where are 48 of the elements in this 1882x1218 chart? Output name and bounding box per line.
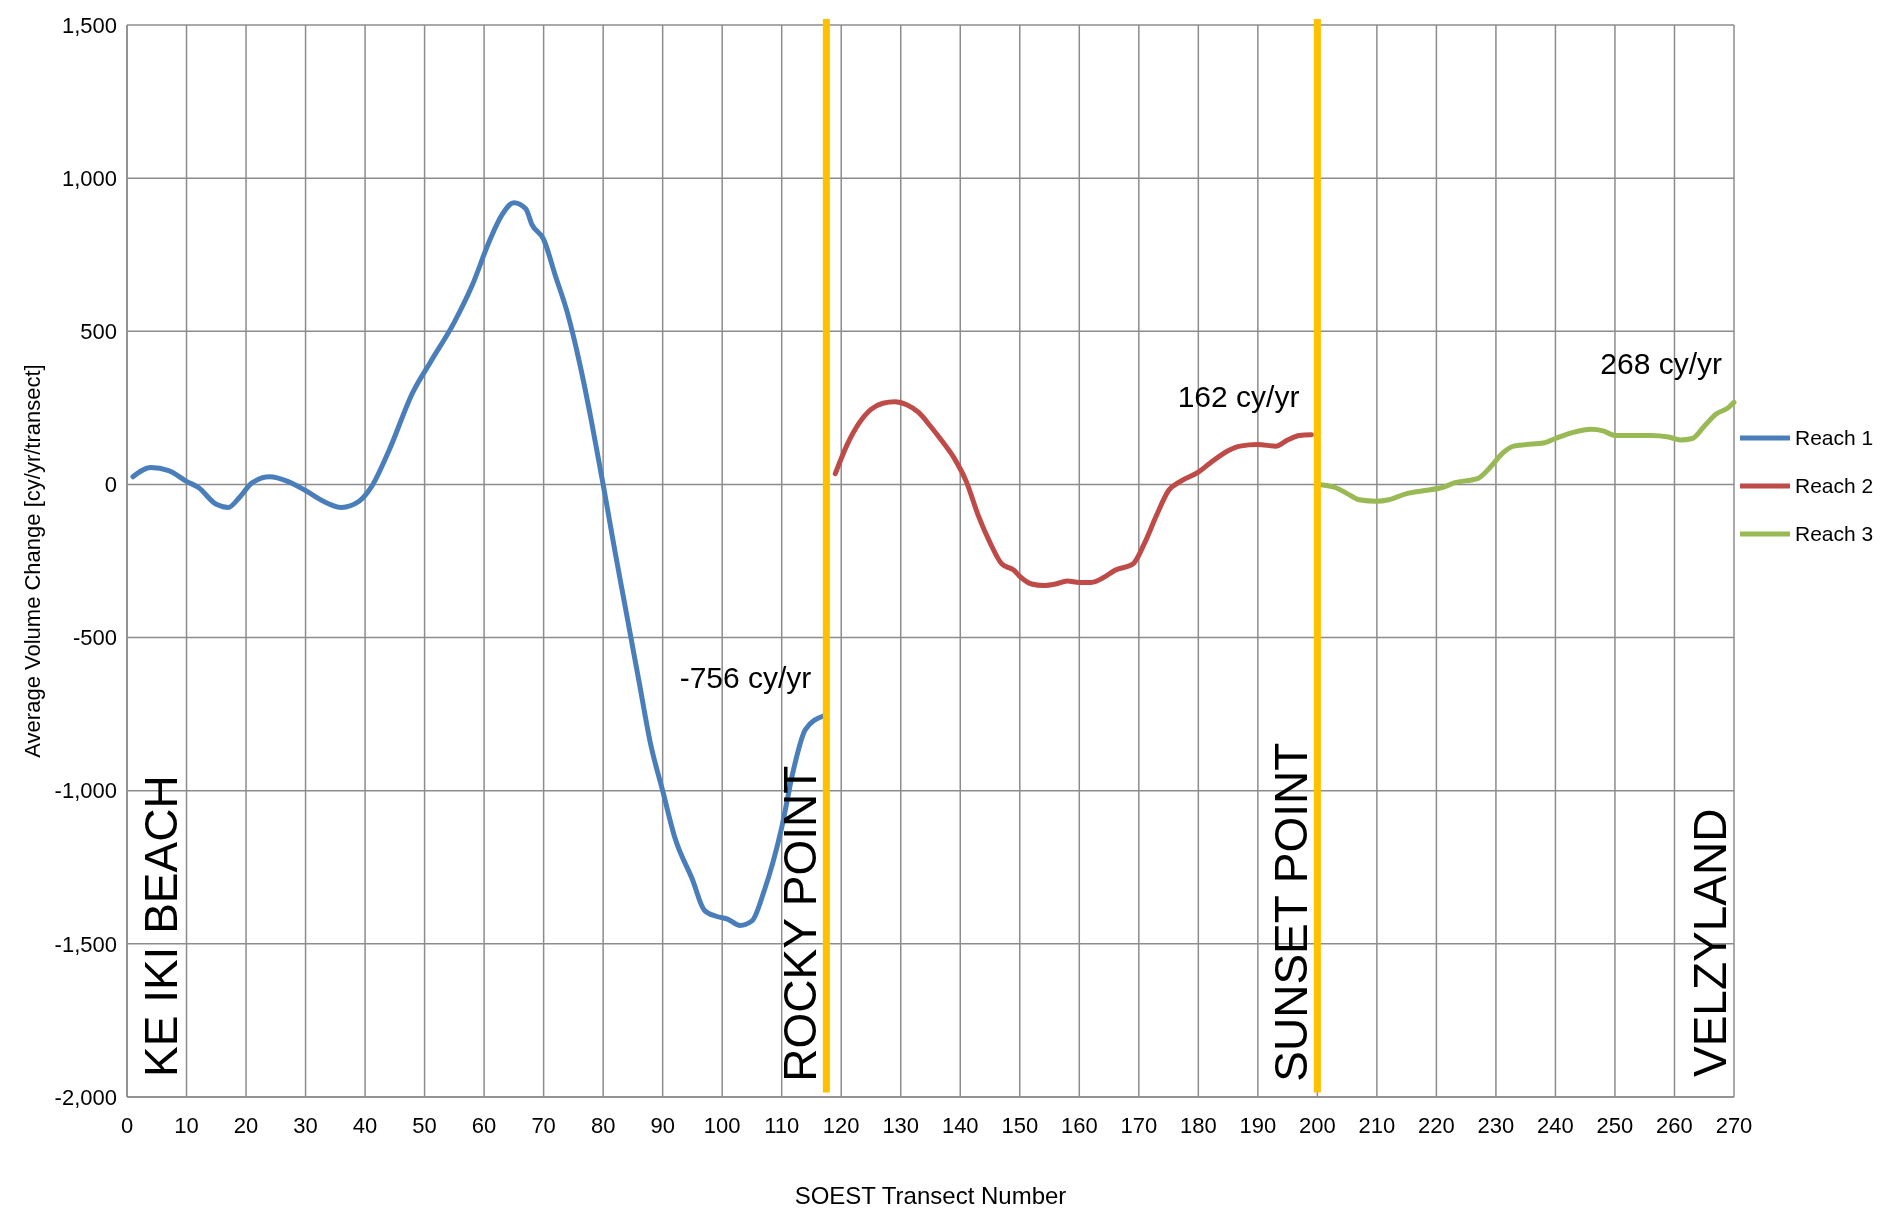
x-tick-label: 170 bbox=[1120, 1113, 1158, 1138]
x-tick-label: 130 bbox=[882, 1113, 920, 1138]
x-tick-label: 200 bbox=[1299, 1113, 1336, 1138]
x-tick-label: 140 bbox=[941, 1113, 979, 1138]
x-tick-label: 190 bbox=[1239, 1113, 1277, 1138]
y-tick-label: 0 bbox=[104, 472, 117, 498]
x-tick-label: 230 bbox=[1477, 1113, 1515, 1138]
x-tick-label: 260 bbox=[1656, 1113, 1693, 1138]
y-tick-label: -1,500 bbox=[54, 931, 117, 957]
x-tick-label: 0 bbox=[120, 1113, 134, 1138]
legend-label: Reach 2 bbox=[1795, 474, 1874, 498]
legend-label: Reach 1 bbox=[1795, 426, 1874, 450]
x-tick-label: 220 bbox=[1418, 1113, 1455, 1138]
x-tick-label: 120 bbox=[822, 1113, 860, 1138]
ref-line-label: SUNSET POINT bbox=[1265, 742, 1318, 1082]
x-tick-label: 40 bbox=[352, 1113, 378, 1138]
x-tick-label: 180 bbox=[1179, 1113, 1217, 1138]
x-tick-label: 90 bbox=[650, 1113, 675, 1138]
ref-line-label: ROCKY POINT bbox=[774, 765, 827, 1082]
x-tick-label: 60 bbox=[471, 1113, 497, 1138]
x-tick-label: 100 bbox=[703, 1113, 741, 1138]
annotation: 268 cy/yr bbox=[1600, 347, 1722, 381]
y-tick-label: -2,000 bbox=[54, 1084, 117, 1110]
annotation: KE IKI BEACH bbox=[135, 775, 187, 1077]
x-axis-title: SOEST Transect Number bbox=[794, 1182, 1067, 1209]
x-tick-label: 10 bbox=[174, 1113, 199, 1138]
x-tick-label: 30 bbox=[293, 1113, 318, 1138]
y-tick-label: 500 bbox=[80, 318, 117, 344]
y-tick-label: -500 bbox=[72, 625, 117, 651]
x-tick-label: 250 bbox=[1596, 1113, 1634, 1138]
annotation: -756 cy/yr bbox=[679, 660, 812, 694]
x-tick-label: 50 bbox=[412, 1113, 437, 1138]
x-tick-label: 160 bbox=[1060, 1113, 1098, 1138]
y-axis-title: Average Volume Change [cy/yr/transect] bbox=[20, 364, 45, 758]
x-tick-label: 210 bbox=[1358, 1113, 1396, 1138]
y-tick-label: 1,500 bbox=[61, 12, 117, 38]
x-tick-label: 80 bbox=[590, 1113, 616, 1138]
legend-label: Reach 3 bbox=[1795, 522, 1874, 546]
y-tick-label: -1,000 bbox=[54, 778, 117, 804]
x-tick-label: 240 bbox=[1537, 1113, 1574, 1138]
x-tick-label: 20 bbox=[233, 1113, 259, 1138]
annotation: 162 cy/yr bbox=[1177, 379, 1300, 413]
x-tick-label: 150 bbox=[1001, 1113, 1039, 1138]
x-tick-label: 70 bbox=[531, 1113, 556, 1138]
y-tick-label: 1,000 bbox=[61, 165, 117, 191]
annotation: VELZYLAND bbox=[1684, 808, 1736, 1077]
x-tick-label: 270 bbox=[1715, 1113, 1753, 1138]
x-tick-label: 110 bbox=[764, 1113, 800, 1138]
